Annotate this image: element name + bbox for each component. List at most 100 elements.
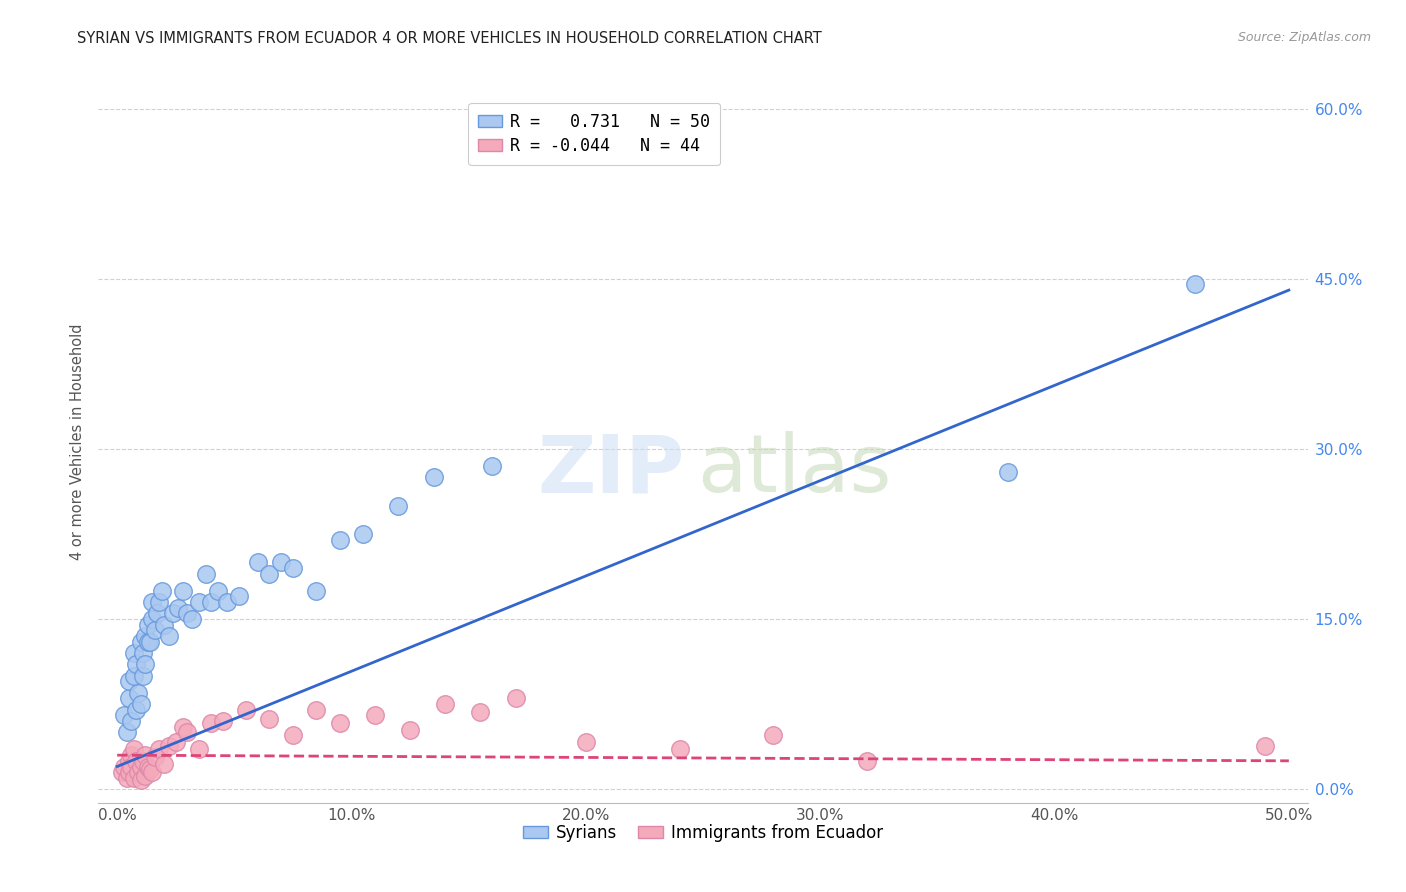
Point	[422, 470, 444, 484]
Point	[132, 754, 155, 768]
Y-axis label: 4 or more Vehicles in Household: 4 or more Vehicles in Household	[70, 323, 86, 560]
Point	[211, 714, 233, 728]
Point	[228, 590, 250, 604]
Point	[575, 734, 598, 748]
Point	[281, 561, 304, 575]
Point	[125, 754, 148, 768]
Point	[150, 583, 173, 598]
Point	[129, 697, 152, 711]
Point	[148, 742, 170, 756]
Point	[176, 725, 198, 739]
Point	[146, 607, 169, 621]
Point	[136, 617, 159, 632]
Point	[157, 629, 180, 643]
Text: atlas: atlas	[697, 432, 891, 509]
Point	[167, 600, 190, 615]
Point	[118, 691, 141, 706]
Point	[181, 612, 204, 626]
Point	[139, 634, 162, 648]
Point	[856, 754, 879, 768]
Point	[127, 765, 149, 780]
Point	[259, 566, 281, 581]
Point	[132, 669, 155, 683]
Point	[259, 712, 281, 726]
Point	[134, 657, 156, 672]
Point	[364, 708, 387, 723]
Point	[141, 595, 163, 609]
Point	[997, 465, 1019, 479]
Point	[172, 583, 194, 598]
Point	[172, 720, 194, 734]
Point	[134, 629, 156, 643]
Point	[352, 527, 374, 541]
Point	[246, 555, 269, 569]
Point	[141, 765, 163, 780]
Point	[305, 583, 328, 598]
Point	[118, 754, 141, 768]
Point	[188, 742, 211, 756]
Point	[481, 458, 503, 473]
Point	[762, 728, 785, 742]
Point	[120, 759, 142, 773]
Point	[399, 723, 422, 738]
Point	[136, 759, 159, 773]
Point	[270, 555, 292, 569]
Point	[200, 716, 222, 731]
Point	[118, 765, 141, 780]
Point	[120, 714, 142, 728]
Point	[118, 674, 141, 689]
Point	[165, 734, 187, 748]
Point	[141, 612, 163, 626]
Point	[505, 691, 527, 706]
Point	[188, 595, 211, 609]
Point	[281, 728, 304, 742]
Point	[434, 697, 457, 711]
Point	[125, 657, 148, 672]
Point	[132, 646, 155, 660]
Point	[329, 716, 352, 731]
Legend: Syrians, Immigrants from Ecuador: Syrians, Immigrants from Ecuador	[516, 817, 890, 848]
Point	[122, 771, 145, 785]
Point	[122, 742, 145, 756]
Point	[112, 759, 135, 773]
Point	[129, 634, 152, 648]
Point	[134, 768, 156, 782]
Text: Source: ZipAtlas.com: Source: ZipAtlas.com	[1237, 31, 1371, 45]
Point	[143, 750, 166, 764]
Point	[176, 607, 198, 621]
Point	[153, 617, 176, 632]
Point	[122, 669, 145, 683]
Point	[305, 703, 328, 717]
Point	[115, 725, 138, 739]
Point	[129, 759, 152, 773]
Point	[129, 773, 152, 788]
Point	[134, 748, 156, 763]
Point	[207, 583, 229, 598]
Point	[125, 703, 148, 717]
Point	[329, 533, 352, 547]
Point	[122, 646, 145, 660]
Point	[127, 686, 149, 700]
Point	[153, 757, 176, 772]
Point	[1184, 277, 1206, 292]
Point	[217, 595, 239, 609]
Point	[139, 762, 162, 776]
Text: ZIP: ZIP	[537, 432, 685, 509]
Point	[136, 634, 159, 648]
Point	[470, 705, 492, 719]
Point	[668, 742, 690, 756]
Point	[111, 765, 134, 780]
Point	[157, 739, 180, 753]
Point	[162, 607, 184, 621]
Text: SYRIAN VS IMMIGRANTS FROM ECUADOR 4 OR MORE VEHICLES IN HOUSEHOLD CORRELATION CH: SYRIAN VS IMMIGRANTS FROM ECUADOR 4 OR M…	[77, 31, 823, 46]
Point	[200, 595, 222, 609]
Point	[195, 566, 218, 581]
Point	[235, 703, 257, 717]
Point	[120, 748, 142, 763]
Point	[1254, 739, 1277, 753]
Point	[143, 624, 166, 638]
Point	[148, 595, 170, 609]
Point	[112, 708, 135, 723]
Point	[115, 771, 138, 785]
Point	[387, 499, 409, 513]
